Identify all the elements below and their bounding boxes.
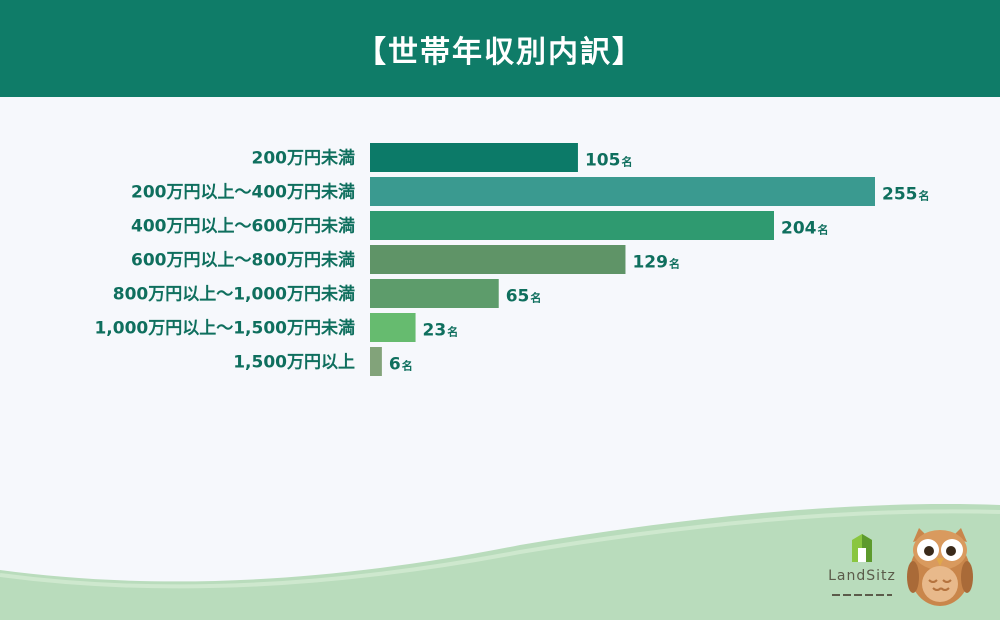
- bar: [370, 143, 578, 172]
- value-label: 255名: [882, 185, 930, 205]
- bar-chart: 200万円未満 105名 200万円以上〜400万円未満 255名 400万円以上〜60…: [94, 143, 930, 376]
- house-icon: [852, 534, 872, 562]
- bar: [370, 347, 382, 376]
- logo-text: LandSitz: [828, 568, 896, 584]
- bar: [370, 313, 416, 342]
- category-label: 200万円未満: [252, 148, 356, 169]
- category-label: 400万円以上〜600万円未満: [131, 216, 355, 237]
- value-label: 204名: [781, 219, 829, 239]
- category-label: 200万円以上〜400万円未満: [131, 182, 355, 203]
- value-label: 6名: [389, 355, 413, 375]
- value-label: 105名: [585, 151, 633, 171]
- page-title: 【世帯年収別内訳】: [356, 34, 644, 70]
- owl-mascot-icon: [907, 528, 973, 606]
- bar: [370, 211, 774, 240]
- category-label: 1,500万円以上: [233, 353, 355, 373]
- logo-underline: [832, 594, 892, 596]
- category-label: 600万円以上〜800万円未満: [131, 250, 355, 271]
- header-banner: 【世帯年収別内訳】: [0, 0, 1000, 97]
- category-label: 1,000万円以上〜1,500万円未満: [94, 318, 355, 339]
- category-label: 800万円以上〜1,000万円未満: [113, 284, 355, 305]
- bar: [370, 245, 626, 274]
- bar: [370, 177, 875, 206]
- landsitz-logo: LandSitz: [826, 532, 898, 604]
- bar: [370, 279, 499, 308]
- value-label: 23名: [423, 321, 459, 341]
- value-label: 65名: [506, 287, 542, 307]
- value-label: 129名: [632, 253, 680, 273]
